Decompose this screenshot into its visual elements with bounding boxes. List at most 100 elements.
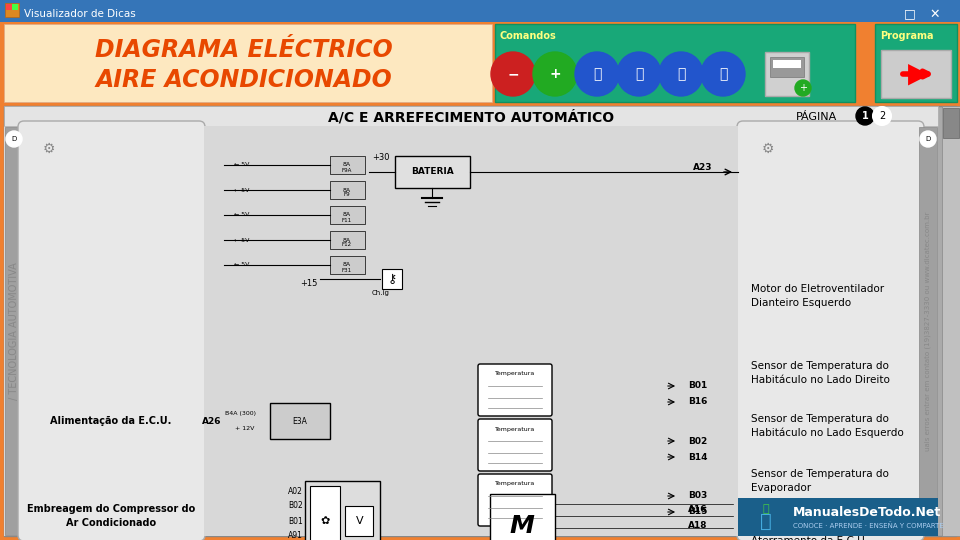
Text: Ar Condicionado: Ar Condicionado bbox=[66, 518, 156, 528]
Text: A18: A18 bbox=[688, 522, 708, 530]
Bar bbox=[382, 269, 402, 289]
Text: ManualesDeTodo.Net: ManualesDeTodo.Net bbox=[793, 505, 941, 518]
Text: ⏪: ⏪ bbox=[635, 67, 643, 81]
Text: B02: B02 bbox=[688, 436, 708, 446]
FancyBboxPatch shape bbox=[478, 474, 552, 526]
Text: B16: B16 bbox=[688, 397, 708, 407]
Text: uais erros entrar em contato (19)3827-3330 ou www.dicatec.com.br: uais erros entrar em contato (19)3827-33… bbox=[924, 211, 931, 451]
Bar bbox=[310, 486, 340, 540]
Bar bbox=[330, 156, 365, 174]
Text: +15: +15 bbox=[300, 280, 318, 288]
Text: 8A: 8A bbox=[343, 163, 351, 167]
Text: 8A: 8A bbox=[343, 187, 351, 192]
Text: M: M bbox=[510, 514, 535, 538]
Bar bbox=[0, 22, 960, 104]
Text: Ch.ig: Ch.ig bbox=[372, 290, 390, 296]
Text: V: V bbox=[356, 516, 364, 526]
Text: ✿: ✿ bbox=[321, 516, 329, 526]
Bar bbox=[204, 126, 738, 536]
Bar bbox=[330, 181, 365, 199]
Text: AIRE ACONDICIONADO: AIRE ACONDICIONADO bbox=[96, 68, 393, 92]
Text: 🌿: 🌿 bbox=[762, 504, 769, 514]
Circle shape bbox=[659, 52, 703, 96]
Bar bbox=[12, 4, 18, 10]
Bar bbox=[5, 127, 23, 535]
Text: Embreagem do Compressor do: Embreagem do Compressor do bbox=[27, 504, 195, 514]
Circle shape bbox=[491, 52, 535, 96]
Text: Sensor de Temperatura do: Sensor de Temperatura do bbox=[751, 414, 889, 424]
Text: 💧: 💧 bbox=[760, 511, 772, 530]
Text: Programa: Programa bbox=[880, 31, 933, 41]
Text: A91: A91 bbox=[288, 531, 303, 540]
Bar bbox=[765, 52, 809, 96]
Circle shape bbox=[873, 107, 891, 125]
Bar bbox=[773, 60, 801, 68]
Bar bbox=[6, 4, 12, 10]
Circle shape bbox=[701, 52, 745, 96]
Bar bbox=[495, 24, 855, 102]
Text: B15: B15 bbox=[688, 508, 708, 516]
Text: F31: F31 bbox=[342, 267, 352, 273]
Text: BATERIA: BATERIA bbox=[411, 167, 453, 177]
Circle shape bbox=[795, 80, 811, 96]
Bar bbox=[330, 256, 365, 274]
Text: ← 5V: ← 5V bbox=[234, 238, 250, 242]
Text: Dianteiro Esquerdo: Dianteiro Esquerdo bbox=[751, 298, 852, 308]
Bar bbox=[0, 0, 960, 22]
Bar bbox=[881, 50, 951, 98]
Text: D: D bbox=[12, 136, 16, 142]
Circle shape bbox=[856, 107, 874, 125]
Text: Sensor de Temperatura do: Sensor de Temperatura do bbox=[751, 469, 889, 479]
Text: CONOCE · APRENDE · ENSEÑA Y COMPARTE: CONOCE · APRENDE · ENSEÑA Y COMPARTE bbox=[793, 523, 944, 529]
Text: A26: A26 bbox=[202, 416, 222, 426]
FancyBboxPatch shape bbox=[18, 121, 205, 540]
Text: Temperatura: Temperatura bbox=[494, 372, 535, 376]
Text: 1: 1 bbox=[862, 111, 869, 121]
Text: ▶: ▶ bbox=[908, 60, 929, 88]
Text: ⏩: ⏩ bbox=[677, 67, 685, 81]
Text: Temperatura: Temperatura bbox=[494, 427, 535, 431]
Bar bbox=[5, 3, 19, 17]
Circle shape bbox=[6, 131, 22, 147]
Bar bbox=[770, 57, 804, 77]
Text: B14: B14 bbox=[688, 453, 708, 462]
Text: Comandos: Comandos bbox=[500, 31, 557, 41]
Text: B01: B01 bbox=[288, 516, 303, 525]
Text: Motor do Eletroventilador: Motor do Eletroventilador bbox=[751, 284, 884, 294]
FancyBboxPatch shape bbox=[478, 364, 552, 416]
Circle shape bbox=[617, 52, 661, 96]
Text: Temperatura: Temperatura bbox=[494, 482, 535, 487]
Circle shape bbox=[575, 52, 619, 96]
FancyBboxPatch shape bbox=[737, 121, 924, 540]
Bar bbox=[942, 106, 960, 536]
Text: A23: A23 bbox=[693, 164, 712, 172]
Text: ⚙: ⚙ bbox=[761, 142, 775, 156]
Text: ← 5V: ← 5V bbox=[234, 213, 250, 218]
Bar bbox=[875, 24, 957, 102]
Bar bbox=[270, 403, 330, 439]
Bar bbox=[395, 156, 470, 188]
Text: □: □ bbox=[904, 8, 916, 21]
Text: ⚙: ⚙ bbox=[43, 142, 56, 156]
Text: F9A: F9A bbox=[342, 167, 352, 172]
Text: B4A (300): B4A (300) bbox=[225, 411, 256, 416]
Text: Alimentação da E.C.U.: Alimentação da E.C.U. bbox=[50, 416, 172, 426]
Bar bbox=[330, 206, 365, 224]
Text: B03: B03 bbox=[688, 491, 708, 501]
Text: +: + bbox=[549, 67, 561, 81]
Bar bbox=[305, 481, 380, 540]
Circle shape bbox=[920, 131, 936, 147]
Bar bbox=[4, 24, 492, 102]
Text: +30: +30 bbox=[372, 153, 390, 163]
Text: Visualizador de Dicas: Visualizador de Dicas bbox=[24, 9, 135, 19]
Text: / TECNOLOGIA AUTOMOTIVA: / TECNOLOGIA AUTOMOTIVA bbox=[9, 262, 19, 400]
Text: 8A: 8A bbox=[343, 262, 351, 267]
Text: Evaporador: Evaporador bbox=[751, 483, 811, 493]
Text: A02: A02 bbox=[288, 487, 303, 496]
Bar bbox=[738, 498, 938, 536]
Text: Sensor de Temperatura do: Sensor de Temperatura do bbox=[751, 361, 889, 371]
Bar bbox=[4, 126, 938, 536]
Text: A/C E ARREFECIMENTO AUTOMÁTICO: A/C E ARREFECIMENTO AUTOMÁTICO bbox=[328, 110, 614, 124]
Text: ← 5V: ← 5V bbox=[234, 187, 250, 192]
Text: ⏭: ⏭ bbox=[719, 67, 727, 81]
